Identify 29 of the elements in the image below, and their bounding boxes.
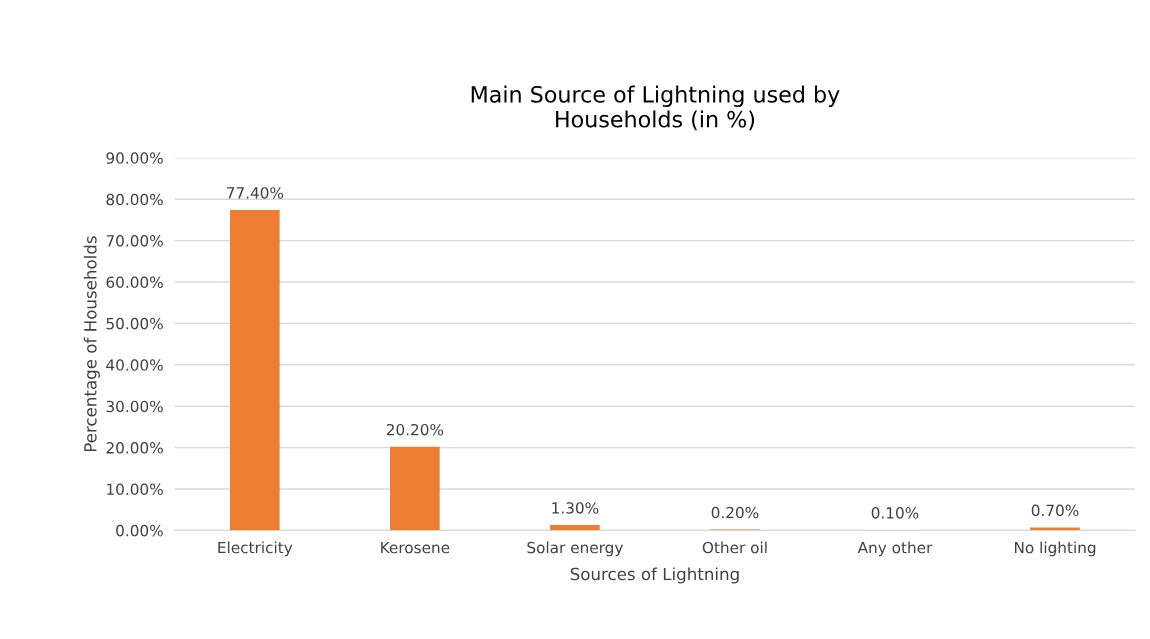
x-tick-label: No lighting: [1014, 541, 1096, 557]
chart-title: Main Source of Lightning used by Households (in %): [471, 85, 840, 131]
x-tick-label: Electricity: [218, 541, 293, 557]
x-tick-label: Kerosene: [381, 541, 450, 554]
x-tick-label: Solar energy: [527, 541, 623, 557]
y-tick-label: 40.00%: [106, 359, 163, 371]
bar: [390, 446, 440, 531]
y-tick-label: 50.00%: [106, 317, 163, 330]
bar: [230, 209, 280, 531]
y-axis-title: Percentage of Households: [83, 236, 100, 452]
bar: [1030, 527, 1080, 531]
data-label: 0.70%: [1031, 504, 1079, 517]
data-label: 0.10%: [871, 507, 919, 519]
data-label: 1.30%: [552, 502, 599, 514]
y-tick-label: 70.00%: [106, 235, 163, 247]
y-tick-label: 60.00%: [106, 276, 163, 289]
bar: [550, 524, 600, 531]
x-axis-title: Sources of Lightning: [570, 567, 739, 584]
y-tick-label: 0.00%: [116, 524, 163, 537]
y-tick-label: 90.00%: [106, 152, 163, 164]
data-label: 0.20%: [711, 506, 759, 519]
x-tick-label: Other oil: [702, 541, 767, 554]
y-tick-label: 30.00%: [106, 400, 163, 413]
y-tick-label: 20.00%: [106, 442, 163, 454]
y-tick-label: 80.00%: [106, 193, 163, 206]
x-tick-label: Any other: [857, 541, 933, 557]
y-tick-label: 10.00%: [107, 483, 163, 495]
data-label: 20.20%: [386, 423, 444, 436]
data-label: 77.40%: [226, 187, 284, 199]
